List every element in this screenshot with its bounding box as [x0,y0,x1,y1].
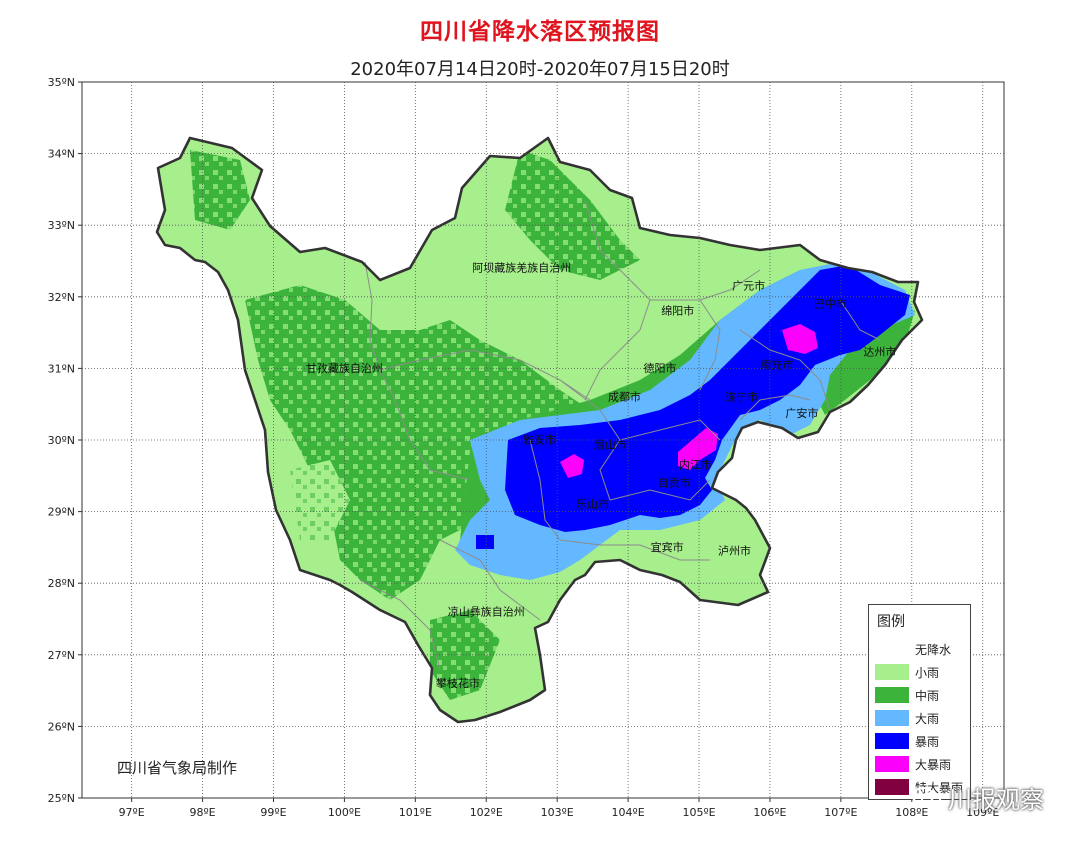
legend-label: 小雨 [915,666,940,680]
legend-item: 小雨 [875,662,967,682]
legend-label: 中雨 [915,689,940,703]
city-label: 乐山市 [576,497,609,511]
longitude-tick-label: 100ºE [328,806,361,819]
latitude-tick-label: 31ºN [48,362,75,375]
moderate-rain-area [815,310,915,415]
latitude-tick-label: 33ºN [48,219,75,232]
city-label: 巴中市 [814,297,847,311]
sichuan-province-border [155,136,924,724]
legend-title: 图例 [877,614,905,630]
latitude-tick-label: 34ºN [48,148,75,161]
legend-swatch [875,664,909,680]
city-label: 德阳市 [644,361,677,375]
city-label: 甘孜藏族自治州 [306,361,383,375]
longitude-tick-label: 104ºE [612,806,645,819]
legend-swatch [875,756,909,772]
longitude-tick-label: 102ºE [470,806,503,819]
legend-item: 无降水 [875,639,967,659]
city-label: 阿坝藏族羌族自治州 [472,261,571,275]
moderate-rain-area [245,285,590,600]
city-label: 广安市 [785,406,818,420]
legend-label: 无降水 [915,643,952,657]
city-label: 雅安市 [523,433,556,447]
legend-swatch [875,710,909,726]
city-label: 宜宾市 [651,540,684,554]
latitude-tick-label: 29ºN [48,506,75,519]
watermark: 川报观察 [912,780,1044,815]
longitude-tick-label: 99ºE [260,806,286,819]
city-label: 凉山彝族自治州 [448,604,525,618]
legend-item: 暴雨 [875,731,967,751]
longitude-tick-label: 105ºE [682,806,715,819]
heavy-rainstorm-area [560,454,584,478]
longitude-tick-label: 108ºE [895,806,928,819]
graticule [82,82,1004,798]
latitude-tick-label: 27ºN [48,649,75,662]
city-label: 绵阳市 [661,304,694,318]
city-label: 攀枝花市 [436,676,480,690]
legend-swatch [875,733,909,749]
legend-label: 暴雨 [915,735,940,749]
moderate-rain-area [505,150,640,280]
prefecture-borders [359,199,881,671]
legend: 图例 无降水小雨中雨大雨暴雨大暴雨特大暴雨 [868,604,971,800]
map-subtitle: 2020年07月14日20时-2020年07月15日20时 [350,59,730,80]
moderate-rain-area [430,610,500,700]
wechat-icon [912,786,941,808]
legend-item: 中雨 [875,685,967,705]
legend-label: 大暴雨 [915,758,952,772]
city-label: 泸州市 [718,544,751,558]
legend-item: 特大暴雨 [875,777,967,797]
longitude-tick-label: 101ºE [399,806,432,819]
legend-swatch [875,641,909,657]
legend-swatch [875,687,909,703]
longitude-tick-label: 106ºE [753,806,786,819]
latitude-tick-label: 35ºN [48,76,75,89]
moderate-rain-area [190,150,250,230]
longitude-tick-label: 109ºE [966,806,999,819]
city-label: 遂宁市 [725,390,758,404]
watermark-text: 川报观察 [948,786,1044,814]
heavy-rainstorm-area [782,324,818,354]
longitude-tick-label: 98ºE [189,806,215,819]
legend-label: 大雨 [915,712,940,726]
city-label: 南充市 [761,357,794,371]
longitude-tick-label: 107ºE [824,806,857,819]
legend-label: 特大暴雨 [915,781,964,795]
latitude-tick-label: 30ºN [48,434,75,447]
city-label: 眉山市 [594,438,627,452]
latitude-tick-label: 26ºN [48,720,75,733]
moderate-rain-area [290,460,350,540]
city-label: 达州市 [863,345,896,359]
heavy-rainstorm-area [678,428,718,470]
city-label: 自贡市 [658,476,691,490]
longitude-tick-label: 97ºE [119,806,145,819]
city-label: 成都市 [608,390,641,404]
map-title: 四川省降水落区预报图 [420,19,660,45]
latitude-tick-label: 28ºN [48,577,75,590]
city-label: 广元市 [732,279,765,293]
legend-item: 大雨 [875,708,967,728]
longitude-tick-label: 103ºE [541,806,574,819]
axis-ticks: 35ºN 34ºN 33ºN 32ºN 31ºN 30ºN 29ºN 28ºN 27ºN 26ºN… [48,76,1000,819]
credit-text: 四川省气象局制作 [117,759,238,777]
latitude-tick-label: 32ºN [48,291,75,304]
latitude-tick-label: 25ºN [48,792,75,805]
rainstorm-area [476,535,494,549]
city-label: 内江市 [679,458,712,472]
legend-item: 大暴雨 [875,754,967,774]
legend-swatch [875,779,909,795]
